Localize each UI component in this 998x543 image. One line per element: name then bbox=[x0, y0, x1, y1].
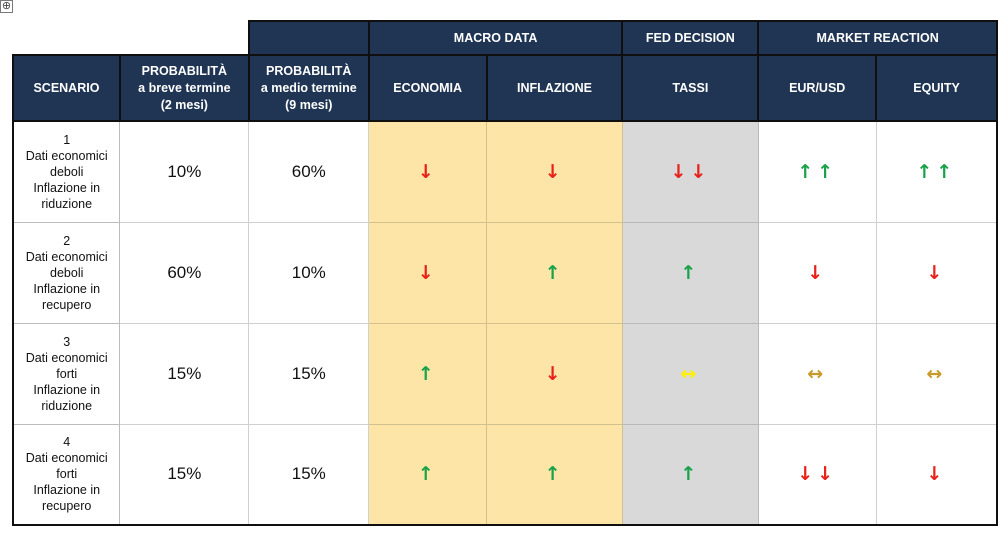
equity-arrow-icon: ↔ bbox=[926, 362, 947, 385]
eurusd-arrow-icon: ↓ bbox=[807, 261, 828, 284]
scenario-line: Dati economici bbox=[25, 148, 108, 163]
tassi-arrow-icon: ↔ bbox=[680, 362, 701, 385]
eurusd-cell: ↓↓ bbox=[758, 424, 877, 526]
scenario-line: Dati economici bbox=[25, 249, 108, 264]
inflazione-arrow-icon: ↑ bbox=[544, 261, 565, 284]
tassi-arrow-icon: ↑ bbox=[680, 463, 701, 486]
scenario-number: 4 bbox=[63, 435, 71, 450]
scenario-number: 2 bbox=[63, 233, 71, 248]
economia-arrow-icon: ↓ bbox=[417, 261, 438, 284]
column-header-row: SCENARIO PROBABILITÀ a breve termine (2 … bbox=[12, 54, 998, 122]
equity-cell: ↓ bbox=[876, 222, 998, 324]
prob-medium-cell: 60% bbox=[248, 121, 370, 223]
equity-arrow-icon: ↓ bbox=[926, 261, 947, 284]
header-prob-short-line: PROBABILITÀ bbox=[141, 63, 228, 78]
inflazione-cell: ↓ bbox=[486, 121, 623, 223]
header-prob-medium-line: (9 mesi) bbox=[285, 97, 333, 112]
scenario-number: 1 bbox=[63, 132, 71, 147]
tassi-arrow-icon: ↓↓ bbox=[670, 160, 711, 183]
scenario-line: recupero bbox=[42, 499, 92, 514]
prob-short-cell: 15% bbox=[119, 323, 250, 425]
header-prob-short-line: a breve termine bbox=[138, 80, 231, 95]
scenario-line: Inflazione in bbox=[33, 281, 101, 296]
equity-arrow-icon: ↑↑ bbox=[916, 160, 957, 183]
economia-arrow-icon: ↓ bbox=[417, 160, 438, 183]
prob-medium-cell: 10% bbox=[248, 222, 370, 324]
table-move-handle-icon[interactable]: ⊕ bbox=[0, 0, 13, 13]
tassi-cell: ↑ bbox=[622, 222, 759, 324]
eurusd-arrow-icon: ↑↑ bbox=[797, 160, 838, 183]
header-inflazione: INFLAZIONE bbox=[485, 54, 624, 122]
economia-cell: ↓ bbox=[368, 222, 488, 324]
scenario-table: MACRO DATA FED DECISION MARKET REACTION … bbox=[12, 20, 998, 526]
scenario-line: deboli bbox=[50, 164, 84, 179]
header-economia: ECONOMIA bbox=[367, 54, 488, 122]
inflazione-cell: ↓ bbox=[486, 323, 623, 425]
economia-arrow-icon: ↑ bbox=[417, 463, 438, 486]
economia-arrow-icon: ↑ bbox=[417, 362, 438, 385]
prob-short-cell: 15% bbox=[119, 424, 250, 526]
inflazione-cell: ↑ bbox=[486, 424, 623, 526]
header-prob-medium-line: PROBABILITÀ bbox=[266, 63, 352, 78]
inflazione-cell: ↑ bbox=[486, 222, 623, 324]
tassi-cell: ↔ bbox=[622, 323, 759, 425]
economia-cell: ↑ bbox=[368, 323, 488, 425]
group-header-fed: FED DECISION bbox=[621, 20, 760, 56]
scenario-line: Inflazione in bbox=[33, 483, 101, 498]
scenario-line: riduzione bbox=[41, 398, 93, 413]
scenario-line: deboli bbox=[50, 265, 84, 280]
tassi-cell: ↑ bbox=[622, 424, 759, 526]
scenario-cell: 2 Dati economici deboli Inflazione in re… bbox=[12, 222, 121, 324]
group-header-row: MACRO DATA FED DECISION MARKET REACTION bbox=[13, 20, 998, 56]
header-equity: EQUITY bbox=[875, 54, 998, 122]
header-prob-short: PROBABILITÀ a breve termine (2 mesi) bbox=[118, 54, 250, 122]
scenario-line: Inflazione in bbox=[33, 382, 101, 397]
inflazione-arrow-icon: ↓ bbox=[544, 160, 565, 183]
header-blank bbox=[13, 21, 249, 55]
eurusd-cell: ↔ bbox=[758, 323, 877, 425]
header-prob-medium: PROBABILITÀ a medio termine (9 mesi) bbox=[247, 54, 370, 122]
prob-medium-cell: 15% bbox=[248, 424, 370, 526]
equity-arrow-icon: ↓ bbox=[926, 463, 947, 486]
prob-short-cell: 60% bbox=[119, 222, 250, 324]
prob-short-cell: 10% bbox=[119, 121, 250, 223]
eurusd-cell: ↓ bbox=[758, 222, 877, 324]
eurusd-arrow-icon: ↔ bbox=[807, 362, 828, 385]
table-row: 2 Dati economici deboli Inflazione in re… bbox=[12, 222, 998, 324]
eurusd-arrow-icon: ↓↓ bbox=[797, 463, 838, 486]
eurusd-cell: ↑↑ bbox=[758, 121, 877, 223]
equity-cell: ↑↑ bbox=[876, 121, 998, 223]
tassi-arrow-icon: ↑ bbox=[680, 261, 701, 284]
equity-cell: ↓ bbox=[876, 424, 998, 526]
header-prob-medium-line: a medio termine bbox=[260, 80, 357, 95]
header-scenario: SCENARIO bbox=[12, 54, 121, 122]
scenario-cell: 1 Dati economici deboli Inflazione in ri… bbox=[12, 121, 121, 223]
economia-cell: ↑ bbox=[368, 424, 488, 526]
scenario-line: forti bbox=[56, 467, 78, 482]
scenario-line: recupero bbox=[42, 297, 92, 312]
scenario-cell: 4 Dati economici forti Inflazione in rec… bbox=[12, 424, 121, 526]
inflazione-arrow-icon: ↑ bbox=[544, 463, 565, 486]
tassi-cell: ↓↓ bbox=[622, 121, 759, 223]
header-empty-cell bbox=[247, 20, 370, 56]
scenario-line: Dati economici bbox=[25, 451, 108, 466]
scenario-cell: 3 Dati economici forti Inflazione in rid… bbox=[12, 323, 121, 425]
header-prob-short-line: (2 mesi) bbox=[160, 97, 208, 112]
table-row: 3 Dati economici forti Inflazione in rid… bbox=[12, 323, 998, 425]
economia-cell: ↓ bbox=[368, 121, 488, 223]
prob-medium-cell: 15% bbox=[248, 323, 370, 425]
table-row: 4 Dati economici forti Inflazione in rec… bbox=[12, 424, 998, 526]
group-header-market: MARKET REACTION bbox=[757, 20, 998, 56]
table-row: 1 Dati economici deboli Inflazione in ri… bbox=[12, 121, 998, 223]
scenario-line: Inflazione in bbox=[33, 180, 101, 195]
inflazione-arrow-icon: ↓ bbox=[544, 362, 565, 385]
header-tassi: TASSI bbox=[621, 54, 760, 122]
scenario-line: riduzione bbox=[41, 196, 93, 211]
group-header-macro: MACRO DATA bbox=[367, 20, 624, 56]
scenario-line: Dati economici bbox=[25, 350, 108, 365]
scenario-line: forti bbox=[56, 366, 78, 381]
header-eurusd: EUR/USD bbox=[757, 54, 878, 122]
equity-cell: ↔ bbox=[876, 323, 998, 425]
scenario-number: 3 bbox=[63, 334, 71, 349]
